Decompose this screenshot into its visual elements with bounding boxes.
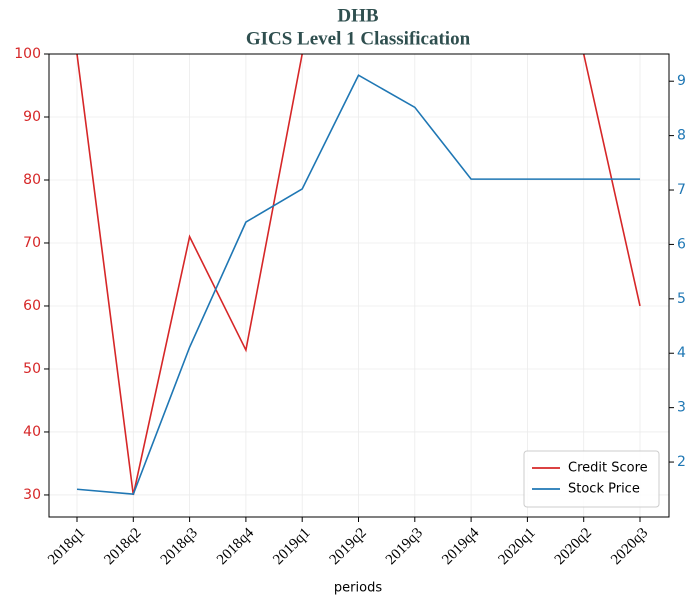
y2-tick-label: 8 (677, 128, 686, 144)
y-tick-label: 100 (14, 46, 41, 62)
chart-subtitle: GICS Level 1 Classification (246, 28, 471, 49)
x-tick-label: 2019q3 (383, 525, 426, 568)
x-tick-label: 2020q2 (552, 525, 595, 568)
y-tick-label: 30 (23, 487, 41, 503)
y-tick-label: 40 (23, 424, 41, 440)
x-tick-label: 2018q1 (45, 525, 88, 568)
x-tick-label: 2019q4 (439, 525, 482, 568)
y2-tick-label: 4 (677, 345, 686, 361)
legend-label: Stock Price (568, 482, 640, 497)
x-tick-label: 2018q2 (101, 525, 144, 568)
x-tick-label: 2018q3 (158, 525, 201, 568)
y-tick-label: 50 (23, 361, 41, 377)
y2-tick-label: 3 (677, 400, 686, 416)
y2-tick-label: 5 (677, 291, 686, 307)
y2-tick-label: 7 (677, 182, 686, 198)
x-tick-label: 2019q1 (270, 525, 313, 568)
chart-title: DHB (337, 5, 379, 26)
y-tick-label: 90 (23, 109, 41, 125)
y2-tick-label: 6 (677, 236, 686, 252)
series-line (76, 74, 640, 495)
x-tick-label: 2019q2 (327, 525, 370, 568)
x-tick-label: 2018q4 (214, 525, 257, 568)
x-axis-label: periods (334, 581, 382, 596)
y-tick-label: 70 (23, 235, 41, 251)
y2-tick-label: 2 (677, 454, 686, 470)
series-line (76, 54, 641, 496)
plot-frame (48, 53, 670, 518)
legend-label: Credit Score (568, 461, 648, 476)
y-tick-label: 80 (23, 172, 41, 188)
x-tick-label: 2020q1 (496, 525, 539, 568)
y2-tick-label: 9 (677, 73, 686, 89)
x-tick-label: 2020q3 (608, 525, 651, 568)
legend-box (523, 450, 660, 508)
y-tick-label: 60 (23, 298, 41, 314)
